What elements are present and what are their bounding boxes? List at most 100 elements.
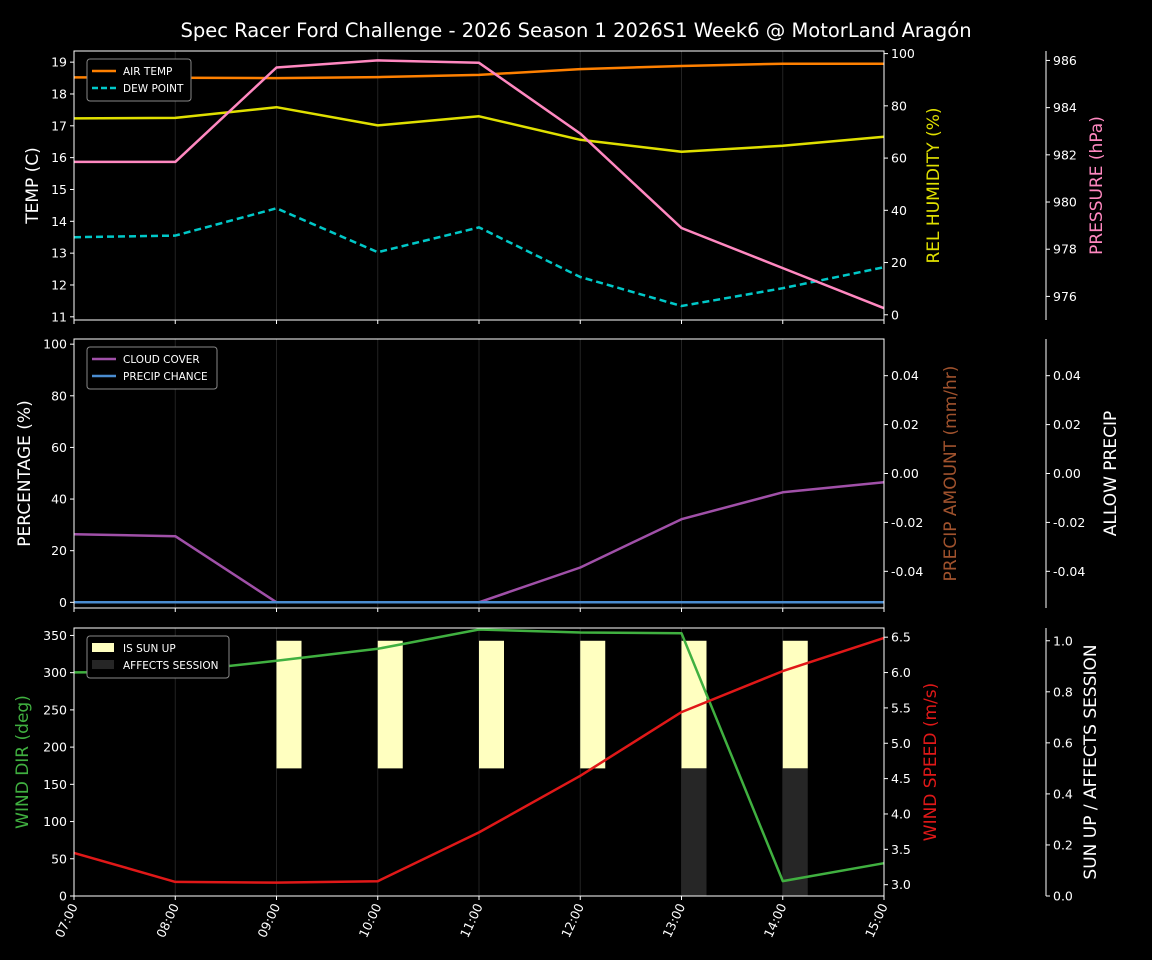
left-tick-label: 13 [51, 246, 67, 261]
right2-tick-label: 0.8 [1053, 684, 1073, 699]
right2-tick-label: 978 [1053, 242, 1077, 257]
right2-tick-label: -0.02 [1053, 515, 1085, 530]
left-axis-label: PERCENTAGE (%) [15, 400, 35, 546]
right2-tick-label: 980 [1053, 195, 1077, 210]
right2-tick-label: 0.0 [1053, 889, 1073, 904]
legend-label: AIR TEMP [123, 66, 172, 78]
right-tick-label: 5.5 [891, 700, 911, 715]
bar-is-sun-up [377, 640, 403, 769]
left-tick-label: 40 [51, 492, 67, 507]
left-tick-label: 0 [59, 889, 67, 904]
right2-tick-label: 976 [1053, 289, 1077, 304]
left-tick-label: 80 [51, 388, 67, 403]
left-tick-label: 16 [51, 150, 67, 165]
right-axis-label: WIND SPEED (m/s) [921, 683, 941, 841]
panel-2: 0 20 40 60 80 100 PERCENTAGE (%) -0.04 -0.02 0.00… [15, 337, 1121, 612]
series-line-dew-point [73, 207, 885, 308]
right-tick-label: -0.02 [891, 515, 923, 530]
left-tick-label: 20 [51, 543, 67, 558]
panel-1: 11 12 13 14 15 16 17 18 19 TEMP (C) 0 20 40 60 80 100 RE… [23, 46, 1107, 324]
left-tick-label: 14 [51, 214, 67, 229]
panel-3: 0 50 100 150 200 250 300 350 WIND DIR (deg) 3.0 3.… [13, 627, 1101, 940]
right2-tick-label: 0.02 [1053, 417, 1081, 432]
right-tick-label: 6.0 [891, 665, 911, 680]
right2-tick-label: 986 [1053, 53, 1077, 68]
left-tick-label: 19 [51, 55, 67, 70]
legend-label: PRECIP CHANCE [123, 371, 208, 383]
right-tick-label: 20 [891, 255, 907, 270]
right-tick-label: 4.5 [891, 771, 911, 786]
left-tick-label: 11 [51, 309, 67, 324]
right2-tick-label: 982 [1053, 147, 1077, 162]
right2-tick-label: 0.4 [1053, 786, 1073, 801]
bar-is-sun-up [276, 640, 302, 769]
right-tick-label: 100 [891, 46, 915, 61]
right-tick-label: 0 [891, 307, 899, 322]
legend-box [86, 635, 230, 679]
right-tick-label: 6.5 [891, 630, 911, 645]
x-tick-label: 15:00 [862, 901, 891, 940]
right2-axis-label: PRESSURE (hPa) [1087, 116, 1107, 255]
legend-label: DEW POINT [123, 83, 184, 95]
left-tick-label: 100 [43, 337, 67, 352]
right-tick-label: 80 [891, 98, 907, 113]
right-tick-label: 0.04 [891, 368, 919, 383]
right2-tick-label: 0.2 [1053, 837, 1073, 852]
left-tick-label: 12 [51, 277, 67, 292]
series-line-right2 [74, 59, 885, 310]
bar-affects-session [681, 768, 707, 896]
bar-is-sun-up [580, 640, 606, 769]
legend: AIR TEMP DEW POINT [86, 58, 192, 102]
right-axis-label: PRECIP AMOUNT (mm/hr) [941, 366, 961, 582]
legend-box [86, 346, 218, 390]
chart-title: Spec Racer Ford Challenge - 2026 Season … [180, 19, 971, 42]
series-line-right [73, 636, 885, 884]
right2-tick-label: 0.04 [1053, 368, 1081, 383]
x-tick-label: 08:00 [153, 901, 182, 940]
legend-box [86, 58, 192, 102]
legend: CLOUD COVER PRECIP CHANCE [86, 346, 218, 390]
legend-swatch [92, 660, 114, 669]
right2-axis-label: SUN UP / AFFECTS SESSION [1081, 644, 1101, 879]
legend-swatch [92, 643, 114, 652]
x-tick-label: 11:00 [457, 901, 486, 940]
left-axis-label: TEMP (C) [23, 147, 43, 225]
bar-is-sun-up [479, 640, 504, 769]
legend-label: CLOUD COVER [123, 354, 200, 366]
right-tick-label: 60 [891, 151, 907, 166]
right-tick-label: -0.04 [891, 564, 923, 579]
x-tick-label: 12:00 [558, 901, 587, 940]
series-line-right [73, 105, 885, 154]
x-tick-label: 10:00 [356, 901, 385, 940]
right-tick-label: 4.0 [891, 806, 911, 821]
left-tick-label: 18 [51, 86, 67, 101]
x-tick-label: 07:00 [52, 901, 81, 940]
left-tick-label: 60 [51, 440, 67, 455]
right2-tick-label: -0.04 [1053, 564, 1085, 579]
right2-tick-label: 984 [1053, 100, 1077, 115]
legend-label: AFFECTS SESSION [123, 660, 219, 672]
left-tick-label: 150 [43, 777, 67, 792]
right-tick-label: 0.00 [891, 466, 919, 481]
left-tick-label: 15 [51, 182, 67, 197]
left-tick-label: 0 [59, 595, 67, 610]
x-tick-label: 14:00 [761, 901, 790, 940]
right2-axis-label: ALLOW PRECIP [1101, 411, 1121, 537]
left-tick-label: 100 [43, 814, 67, 829]
right-tick-label: 40 [891, 203, 907, 218]
bar-is-sun-up [782, 640, 808, 769]
right2-tick-label: 0.6 [1053, 735, 1073, 750]
x-tick-label: 13:00 [659, 901, 688, 940]
right2-tick-label: 0.00 [1053, 466, 1081, 481]
right-tick-label: 3.0 [891, 877, 911, 892]
left-tick-label: 17 [51, 118, 67, 133]
series-line-air-temp [73, 62, 884, 80]
bar-affects-session [782, 768, 808, 896]
left-tick-label: 50 [51, 851, 67, 866]
x-tick-label: 09:00 [254, 901, 283, 940]
left-tick-label: 250 [43, 702, 67, 717]
legend: IS SUN UP AFFECTS SESSION [86, 635, 230, 679]
left-tick-label: 300 [43, 665, 67, 680]
left-axis-label: WIND DIR (deg) [13, 695, 33, 829]
